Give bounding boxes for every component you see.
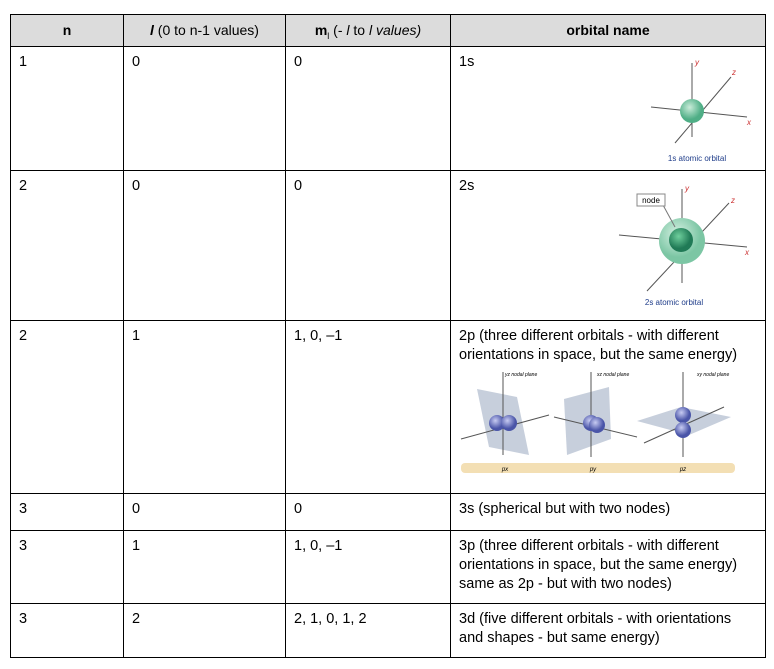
header-row: n l (0 to n-1 values) ml (- l to l value… <box>10 14 766 47</box>
orbital-2p-figure: yz nodal plane xz nodal plane xy nodal p… <box>460 371 735 473</box>
table-row: 3 1 1, 0, –1 3p (three different orbitals -… <box>10 529 766 604</box>
table-cell: 3s (spherical but with two nodes) <box>450 492 766 531</box>
table-cell: 1, 0, –1 <box>285 529 451 604</box>
table-row: 2 1 1, 0, –1 2p (three different orbitals -… <box>10 319 766 494</box>
label-bar <box>461 462 735 473</box>
table-cell: 0 <box>123 169 286 321</box>
cell-text: 3 <box>19 610 28 627</box>
plane-label: yz nodal plane <box>504 372 537 378</box>
table-cell: 3d (five different orbitals - with orien… <box>450 602 766 658</box>
table-row: 1 0 0 1s y z x 1s atomic orbital <box>10 45 766 171</box>
table-row: 2 0 0 2s node y z x 2s atomic orbital <box>10 169 766 321</box>
cell-text: 1s <box>459 53 475 70</box>
header-text: n <box>62 22 72 38</box>
table-cell: 1 <box>123 319 286 494</box>
cell-text: 2 <box>19 177 28 194</box>
header-text: m <box>314 22 328 38</box>
header-text: l <box>150 22 154 38</box>
py-panel: xz nodal plane <box>553 371 638 457</box>
header-text: to <box>349 22 369 38</box>
cell-text: 0 <box>294 53 303 70</box>
cell-text: 0 <box>132 53 141 70</box>
caption: 2s atomic orbital <box>645 298 703 307</box>
cell-text: 2 <box>132 610 141 627</box>
orbital-label: py <box>589 467 597 473</box>
table-cell: 1 <box>123 529 286 604</box>
node-label: node <box>642 196 660 205</box>
table-body: 1 0 0 1s y z x 1s atomic orbital 2 0 0 2s node… <box>10 45 766 658</box>
cell-text: 1, 0, –1 <box>294 327 343 344</box>
table-cell: 2s node y z x 2s atomic orbital <box>450 169 766 321</box>
cell-text: 1 <box>132 537 141 554</box>
header-cell: n <box>10 14 124 47</box>
table-cell: 0 <box>123 492 286 531</box>
header-text: (0 to n-1 values) <box>153 22 259 38</box>
cell-text: 0 <box>294 177 303 194</box>
table-cell: 2 <box>123 602 286 658</box>
axis-label: x <box>744 248 750 257</box>
orbital-inner <box>669 227 693 252</box>
table-cell: 2p (three different orbitals - with diff… <box>450 319 766 494</box>
cell-text: 2p (three different orbitals - with diff… <box>459 327 738 363</box>
header-text: orbital name <box>566 22 650 38</box>
header-cell: ml (- l to l values) <box>285 14 451 47</box>
cell-text: 3s (spherical but with two nodes) <box>459 500 671 517</box>
caption: 1s atomic orbital <box>668 154 726 163</box>
table-cell: 0 <box>285 169 451 321</box>
table-cell: 1, 0, –1 <box>285 319 451 494</box>
table-cell: 1s y z x 1s atomic orbital <box>450 45 766 171</box>
cell-text: 3d (five different orbitals - with orien… <box>459 610 732 646</box>
cell-text: 0 <box>132 500 141 517</box>
orbital-2s-figure: node y z x 2s atomic orbital <box>618 184 750 307</box>
cell-text: 2, 1, 0, 1, 2 <box>294 610 367 627</box>
cell-text: 1 <box>132 327 141 344</box>
orbital-table: n l (0 to n-1 values) ml (- l to l value… <box>10 14 766 658</box>
pz-panel: xy nodal plane <box>637 371 731 457</box>
cell-text: 1, 0, –1 <box>294 537 343 554</box>
header-text: l <box>327 30 330 41</box>
axis-label: y <box>684 184 690 193</box>
table-cell: 0 <box>123 45 286 171</box>
cell-text: 0 <box>294 500 303 517</box>
table-cell: 0 <box>285 45 451 171</box>
px-panel: yz nodal plane <box>460 371 550 455</box>
cell-text: 2 <box>19 327 28 344</box>
header-text: l <box>369 22 373 38</box>
cell-text: 0 <box>132 177 141 194</box>
node-box <box>636 193 666 207</box>
cell-text: 3p (three different orbitals - with diff… <box>459 537 738 592</box>
orbital-sphere <box>680 98 704 123</box>
table-cell: 3p (three different orbitals - with diff… <box>450 529 766 604</box>
table-cell: 3 <box>10 602 124 658</box>
orbital-1s-figure: y z x 1s atomic orbital <box>650 58 752 163</box>
cell-text: 3 <box>19 537 28 554</box>
table-cell: 2 <box>10 319 124 494</box>
cell-text: 3 <box>19 500 28 517</box>
axis-label: z <box>731 68 736 77</box>
table-cell: 1 <box>10 45 124 171</box>
table-cell: 0 <box>285 492 451 531</box>
table-row: 3 2 2, 1, 0, 1, 2 3d (five different orbita… <box>10 602 766 658</box>
axis-label: z <box>730 196 735 205</box>
axis-label: x <box>746 118 752 127</box>
plane-label: xz nodal plane <box>596 372 629 378</box>
header-cell: orbital name <box>450 14 766 47</box>
orbital-label: px <box>501 467 509 473</box>
header-text: (- <box>329 22 347 38</box>
table-cell: 3 <box>10 529 124 604</box>
cell-text: 1 <box>19 53 28 70</box>
leader <box>662 204 676 228</box>
table-cell: 2, 1, 0, 1, 2 <box>285 602 451 658</box>
table-cell: 2 <box>10 169 124 321</box>
orbital-label: pz <box>679 467 686 473</box>
plane-label: xy nodal plane <box>696 372 729 378</box>
header-text: l <box>346 22 350 38</box>
table-row: 3 0 0 3s (spherical but with two nodes) <box>10 492 766 531</box>
table-cell: 3 <box>10 492 124 531</box>
axis-label: y <box>694 58 700 67</box>
header-cell: l (0 to n-1 values) <box>123 14 286 47</box>
header-text: values) <box>372 22 422 38</box>
cell-text: 2s <box>459 177 475 194</box>
